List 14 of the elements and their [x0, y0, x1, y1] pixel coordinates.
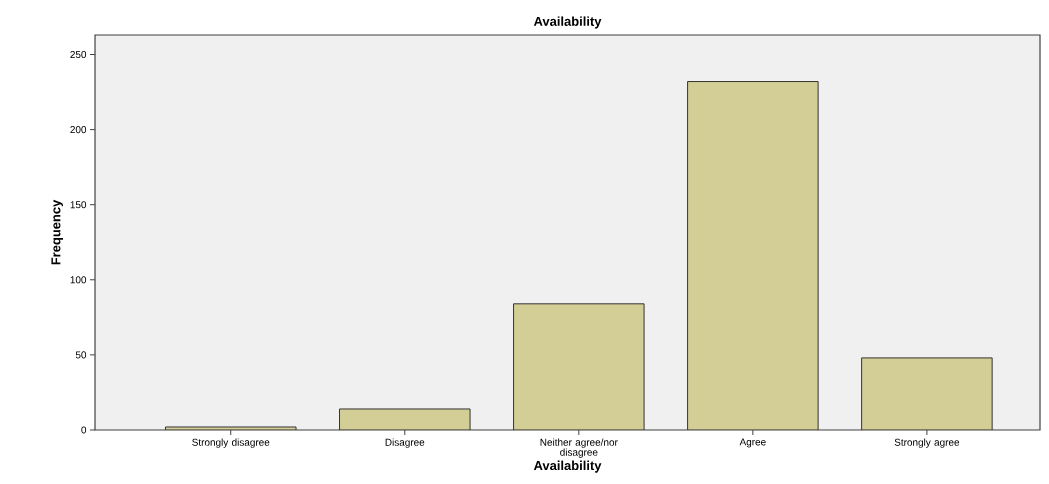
- y-tick-label: 200: [70, 126, 87, 134]
- x-tick-label: Strongly agree: [894, 438, 960, 448]
- y-axis-title: Frequency: [51, 199, 64, 265]
- y-tick-label: 100: [70, 276, 87, 284]
- y-tick-label: 50: [75, 351, 87, 359]
- x-tick-label: Disagree: [385, 438, 425, 448]
- y-tick-label: 250: [70, 50, 87, 59]
- x-tick-label: Strongly disagree: [192, 438, 270, 448]
- y-tick-label: 0: [81, 426, 87, 434]
- x-axis-title: Availability: [533, 460, 602, 473]
- x-tick-label: Neither agree/nor disagree: [540, 438, 618, 458]
- chart-title: Availability: [533, 16, 602, 29]
- y-tick-label: 150: [70, 201, 87, 209]
- x-tick-label: Agree: [739, 438, 766, 448]
